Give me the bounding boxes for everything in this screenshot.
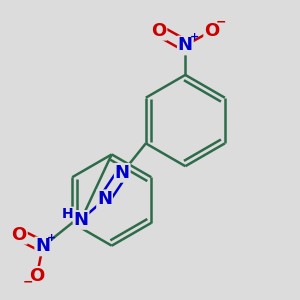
Text: −: − xyxy=(215,15,226,28)
Text: O: O xyxy=(204,22,220,40)
Text: O: O xyxy=(151,22,166,40)
Text: +: + xyxy=(47,232,56,243)
Text: O: O xyxy=(12,226,27,244)
Text: N: N xyxy=(178,37,193,55)
Text: +: + xyxy=(190,32,199,42)
Text: N: N xyxy=(74,211,88,229)
Text: H: H xyxy=(62,207,74,221)
Text: N: N xyxy=(115,164,130,182)
Text: N: N xyxy=(35,237,50,255)
Text: O: O xyxy=(29,267,44,285)
Text: −: − xyxy=(23,275,33,288)
Text: N: N xyxy=(97,190,112,208)
